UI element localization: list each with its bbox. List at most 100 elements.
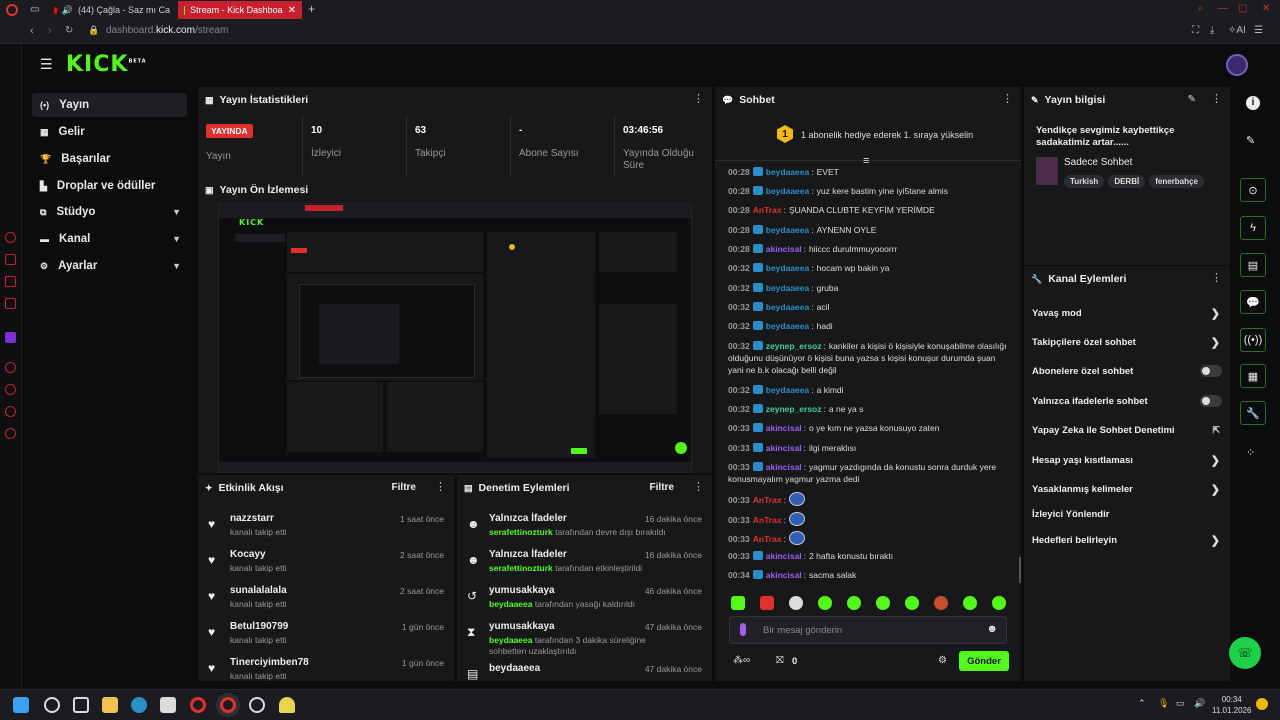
chat-scrollbar[interactable] bbox=[1019, 557, 1021, 583]
more-options-icon[interactable]: ⋮ bbox=[1211, 93, 1222, 105]
hamburger-menu-icon[interactable]: ☰ bbox=[40, 56, 53, 72]
tag[interactable]: Turkish bbox=[1064, 175, 1105, 188]
category-thumbnail[interactable] bbox=[1036, 157, 1058, 185]
chat-username[interactable]: AnTrax bbox=[752, 534, 782, 544]
minimize-icon[interactable]: — bbox=[1218, 3, 1228, 14]
chat-username[interactable]: beydaaeea bbox=[765, 385, 810, 395]
sidebar-app-icon[interactable] bbox=[5, 362, 16, 373]
record-icon[interactable]: ⊙ bbox=[1240, 178, 1266, 202]
close-window-icon[interactable]: ✕ bbox=[1262, 3, 1271, 14]
pin-icon[interactable]: ≡ bbox=[863, 155, 870, 167]
more-options-icon[interactable]: ⋮ bbox=[1211, 272, 1222, 284]
url-field[interactable]: dashboard.kick.com/stream bbox=[106, 25, 228, 36]
tab-youtube[interactable]: 🔊 (44) Çağla - Saz mı Ca bbox=[48, 1, 176, 19]
sidebar-item-studio[interactable]: ⧉ Stüdyo ▼ bbox=[32, 200, 187, 224]
sidebar-app-icon[interactable] bbox=[5, 276, 16, 287]
emote[interactable] bbox=[731, 596, 745, 610]
emotes-only-toggle[interactable] bbox=[1200, 395, 1222, 407]
chat-username[interactable]: zeynep_ersoz bbox=[765, 404, 822, 414]
emote[interactable] bbox=[847, 596, 861, 610]
moderation-target[interactable]: yumusakkaya bbox=[489, 585, 555, 596]
info-icon[interactable]: i bbox=[1246, 96, 1260, 110]
chat-username[interactable]: akincisal bbox=[765, 443, 802, 453]
emote[interactable] bbox=[760, 596, 774, 610]
search-icon[interactable] bbox=[44, 697, 60, 713]
gift-icon[interactable]: ⛝ bbox=[776, 655, 784, 666]
settings-icon[interactable] bbox=[5, 428, 16, 439]
channel-points-icon[interactable]: ⁂∞ bbox=[733, 655, 751, 666]
sidebar-app-icon[interactable] bbox=[5, 254, 16, 265]
emote[interactable] bbox=[818, 596, 832, 610]
activity-filter-button[interactable]: Filtre bbox=[391, 482, 416, 493]
sidebar-item-achievements[interactable]: 🏆 Başarılar bbox=[32, 147, 187, 171]
obs-icon[interactable] bbox=[249, 697, 265, 713]
tab-menu-icon[interactable]: ▭ bbox=[30, 4, 40, 15]
moderation-filter-button[interactable]: Filtre bbox=[649, 482, 674, 493]
close-tab-icon[interactable]: ✕ bbox=[287, 4, 296, 16]
emote[interactable] bbox=[905, 596, 919, 610]
sidebar-app-icon[interactable] bbox=[5, 406, 16, 417]
more-options-icon[interactable]: ⋮ bbox=[1002, 93, 1013, 105]
activity-user[interactable]: Betul190799 bbox=[230, 621, 289, 632]
edge-icon[interactable] bbox=[131, 697, 147, 713]
kick-logo[interactable]: KICKBETA bbox=[66, 52, 147, 77]
chat-username[interactable]: beydaaeea bbox=[765, 302, 810, 312]
apps-icon[interactable]: ⁘ bbox=[1246, 447, 1256, 459]
activity-user[interactable]: Kocayy bbox=[230, 549, 266, 560]
moderation-actor[interactable]: serafettinozturk bbox=[489, 563, 553, 573]
user-avatar[interactable] bbox=[1226, 54, 1248, 76]
action-followers-only[interactable]: Takipçilere özel sohbet ❯ bbox=[1032, 332, 1222, 352]
lightning-icon[interactable]: ϟ bbox=[1240, 216, 1266, 240]
action-ai-moderation[interactable]: Yapay Zeka ile Sohbet Denetimi ⇱ bbox=[1032, 420, 1222, 440]
pencil-icon[interactable]: ✎ bbox=[1246, 135, 1256, 147]
notification-icon[interactable] bbox=[1256, 698, 1268, 710]
chat-username[interactable]: AnTrax bbox=[752, 205, 782, 215]
download-icon[interactable]: ⤓ bbox=[1210, 25, 1215, 36]
activity-user[interactable]: sunalalalala bbox=[230, 585, 287, 596]
action-set-goals[interactable]: Hedefleri belirleyin ❯ bbox=[1032, 530, 1222, 550]
activity-user[interactable]: nazzstarr bbox=[230, 513, 274, 524]
opera-gx-icon[interactable] bbox=[220, 697, 236, 713]
file-explorer-icon[interactable] bbox=[102, 697, 118, 713]
stream-preview-video[interactable]: KICK bbox=[218, 203, 692, 473]
chat-username[interactable]: beydaaeea bbox=[765, 167, 810, 177]
emote[interactable] bbox=[876, 596, 890, 610]
chat-username[interactable]: beydaaeea bbox=[765, 263, 810, 273]
account-icon[interactable]: ⛶ bbox=[1192, 25, 1199, 36]
chat-username[interactable]: beydaaeea bbox=[765, 283, 810, 293]
broadcast-icon[interactable]: ((•)) bbox=[1240, 328, 1266, 352]
gift-banner[interactable]: 1 1 abonelik hediye ederek 1. sıraya yük… bbox=[715, 115, 1021, 161]
browser-menu-icon[interactable]: ☰ bbox=[1254, 25, 1263, 36]
sidebar-item-channel[interactable]: ▬ Kanal ▼ bbox=[32, 227, 187, 251]
reload-icon[interactable]: ↻ bbox=[65, 25, 74, 36]
send-button[interactable]: Gönder bbox=[959, 651, 1009, 671]
tab-kick-dashboard[interactable]: Stream - Kick Dashboa ✕ bbox=[178, 1, 302, 19]
microphone-tray-icon[interactable]: 🎙 bbox=[1158, 698, 1170, 708]
moderation-actor[interactable]: beydaaeea bbox=[489, 635, 533, 645]
chat-username[interactable]: beydaaeea bbox=[765, 225, 810, 235]
moderation-target[interactable]: yumusakkaya bbox=[489, 621, 555, 632]
chat-settings-icon[interactable]: ⚙ bbox=[938, 655, 947, 666]
app-icon[interactable] bbox=[279, 697, 295, 713]
windows-start-icon[interactable] bbox=[13, 697, 29, 713]
chat-username[interactable]: beydaaeea bbox=[765, 321, 810, 331]
support-chat-icon[interactable]: ☏ bbox=[1229, 637, 1261, 669]
chat-username[interactable]: akincisal bbox=[765, 551, 802, 561]
emote[interactable] bbox=[789, 596, 803, 610]
chat-username[interactable]: AnTrax bbox=[752, 515, 782, 525]
twitch-icon[interactable] bbox=[5, 332, 16, 343]
chat-username[interactable]: AnTrax bbox=[752, 495, 782, 505]
layout-icon[interactable]: ▦ bbox=[1240, 364, 1266, 388]
chat-username[interactable]: beydaaeea bbox=[765, 186, 810, 196]
emote[interactable] bbox=[963, 596, 977, 610]
sidebar-item-stream[interactable]: (•) Yayın bbox=[32, 93, 187, 117]
stream-category[interactable]: Sadece Sohbet bbox=[1064, 157, 1133, 168]
sidebar-item-settings[interactable]: ⚙ Ayarlar ▼ bbox=[32, 254, 187, 278]
opera-logo-icon[interactable] bbox=[6, 4, 18, 16]
sidebar-item-drops[interactable]: ▙ Droplar ve ödüller bbox=[32, 174, 187, 198]
document-icon[interactable]: ▤ bbox=[1240, 253, 1266, 277]
search-icon[interactable]: ⌕ bbox=[1198, 3, 1204, 14]
activity-user[interactable]: Tinerciyimben78 bbox=[230, 657, 309, 668]
new-tab-icon[interactable]: + bbox=[308, 2, 316, 16]
more-options-icon[interactable]: ⋮ bbox=[693, 93, 704, 105]
